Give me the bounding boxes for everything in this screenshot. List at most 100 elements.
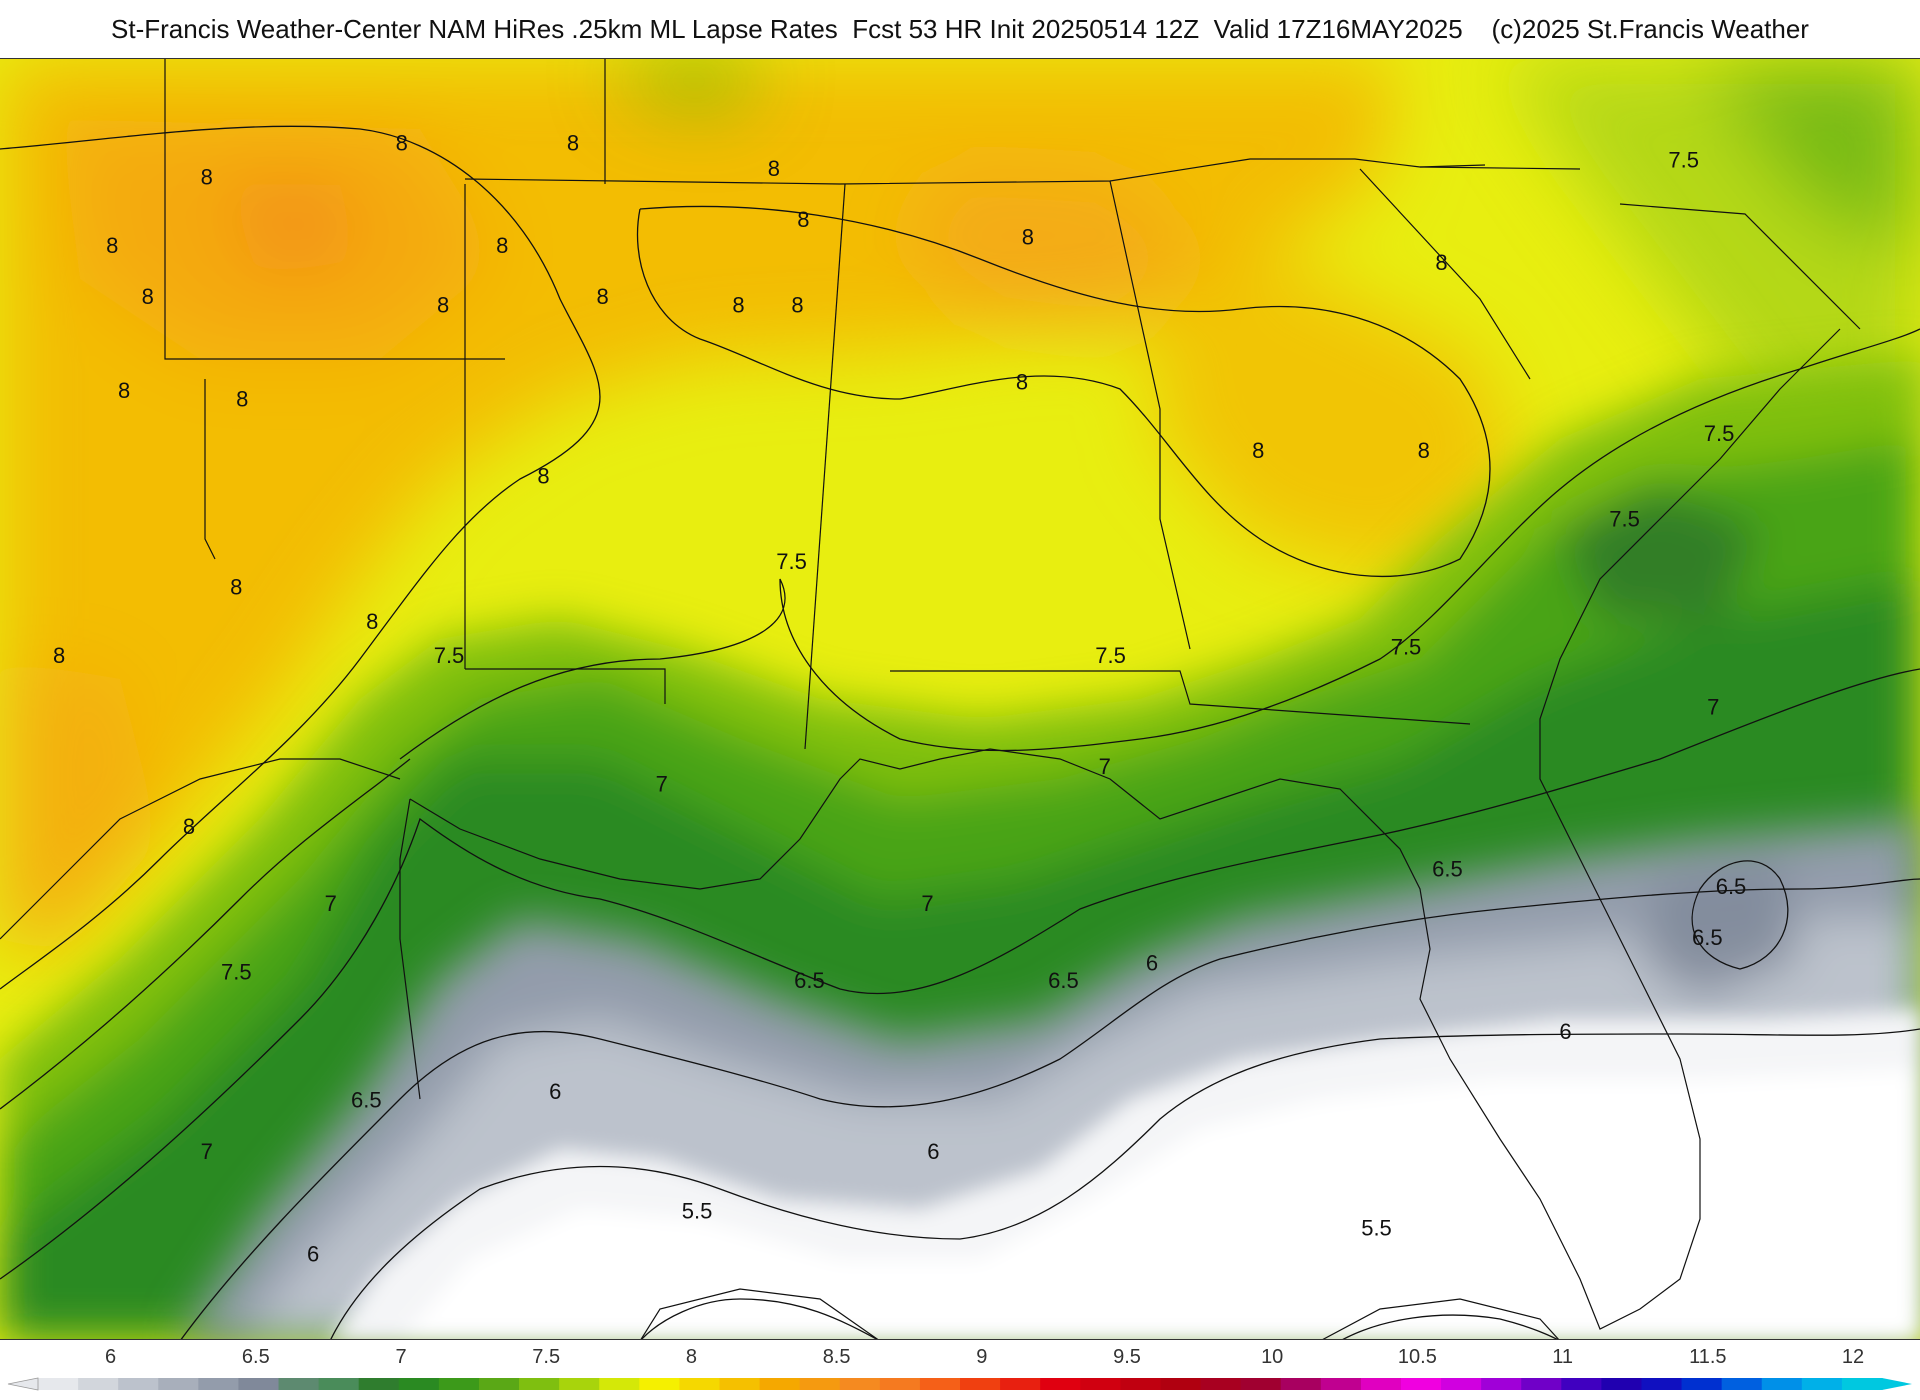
color-scale-swatch — [799, 1378, 841, 1390]
contour-label: 6 — [927, 1139, 939, 1164]
color-scale-swatch — [1801, 1378, 1843, 1390]
color-scale-tick-label: 8 — [685, 1346, 697, 1368]
contour-label: 7.5 — [434, 643, 465, 668]
color-scale-swatch — [38, 1378, 79, 1390]
color-scale-swatch — [1681, 1378, 1723, 1390]
lapse-rate-map[interactable]: 8 8 8 8 8 8 8 8 8 8 8 8 8 8 8 8 8 8 8 8 8 8 8 8 7.5 7.5 7.5 7.5 7.5 7… — [0, 58, 1920, 1340]
color-scale-swatch — [1521, 1378, 1562, 1390]
color-scale-swatch — [919, 1378, 961, 1390]
contour-label: 8 — [537, 464, 549, 489]
color-scale-min-arrow — [7, 1377, 39, 1391]
color-scale-tick-label: 9.5 — [1113, 1346, 1141, 1368]
contour-label: 8 — [396, 130, 408, 155]
color-scale-swatch — [198, 1378, 240, 1390]
contour-label: 8 — [118, 378, 130, 403]
color-scale-swatch — [1400, 1378, 1442, 1390]
color-scale-tick-label: 10.5 — [1397, 1346, 1437, 1368]
contour-label: 8 — [1016, 370, 1028, 395]
contour-label: 7.5 — [1391, 635, 1422, 660]
contour-label: 6.5 — [1048, 968, 1079, 993]
color-scale-swatch — [519, 1378, 560, 1390]
color-scale-tick-label: 6 — [105, 1346, 117, 1368]
color-scale-swatch — [1080, 1378, 1121, 1390]
color-scale-swatch — [318, 1378, 360, 1390]
contour-label: 6 — [1559, 1019, 1571, 1044]
color-scale-swatch — [1641, 1378, 1683, 1390]
contour-label: 6 — [307, 1241, 319, 1266]
color-scale-swatch — [639, 1378, 680, 1390]
color-scale-swatch — [1481, 1378, 1522, 1390]
color-scale-swatch — [278, 1378, 320, 1390]
color-scale-swatch — [358, 1378, 400, 1390]
lapse-rate-contours — [0, 125, 1920, 1339]
color-scale-swatch — [879, 1378, 921, 1390]
color-scale-tick-label: 6.5 — [241, 1346, 270, 1368]
color-scale-swatch — [1000, 1378, 1041, 1390]
color-scale-swatch — [1040, 1378, 1081, 1390]
color-scale-tick-label: 7 — [395, 1346, 407, 1368]
color-scale-swatch — [839, 1378, 881, 1390]
color-scale-tick-label: 9 — [976, 1346, 988, 1368]
contour-label: 7.5 — [1609, 506, 1640, 531]
contour-label: 8 — [732, 293, 744, 318]
color-scale: 6 6.5 7 7.5 8 8.5 9 9.5 10 10.5 11 11.5 12 — [0, 1340, 1920, 1400]
color-scale-tick-label: 12 — [1841, 1346, 1865, 1368]
color-scale-swatch — [1120, 1378, 1162, 1390]
contour-label: 8 — [437, 293, 449, 318]
color-scale-swatch — [1320, 1378, 1362, 1390]
color-scale-swatch — [1841, 1378, 1883, 1390]
map-canvas: 8 8 8 8 8 8 8 8 8 8 8 8 8 8 8 8 8 8 8 8 8 8 8 8 7.5 7.5 7.5 7.5 7.5 7… — [0, 59, 1920, 1339]
contour-label: 7.5 — [221, 959, 252, 984]
contour-label: 8 — [230, 575, 242, 600]
contour-line-5.5 — [1342, 1314, 1558, 1339]
color-scale-swatch — [1761, 1378, 1803, 1390]
color-scale-tick-label: 10 — [1261, 1346, 1284, 1368]
contour-line-6.5 — [1691, 860, 1789, 970]
color-scale-swatch — [1721, 1378, 1763, 1390]
color-scale-swatch — [1200, 1378, 1242, 1390]
contour-label: 8 — [201, 165, 213, 190]
contour-line-8 — [0, 125, 601, 990]
color-scale-swatch — [1240, 1378, 1282, 1390]
color-scale-swatch — [438, 1378, 480, 1390]
map-title: St-Francis Weather-Center NAM HiRes .25k… — [111, 13, 1809, 44]
contour-label: 8 — [768, 156, 780, 181]
color-scale-swatch — [1441, 1378, 1482, 1390]
contour-line-6.5 — [180, 878, 1920, 1339]
contour-line-6 — [330, 1028, 1920, 1339]
color-scale-swatch — [398, 1378, 440, 1390]
contour-label: 8 — [1435, 250, 1447, 275]
color-scale-swatch — [118, 1378, 159, 1390]
contour-label: 5.5 — [1361, 1216, 1392, 1241]
contour-labels: 8 8 8 8 8 8 8 8 8 8 8 8 8 8 8 8 8 8 8 8 8 8 8 8 7.5 7.5 7.5 7.5 7.5 7… — [53, 130, 1746, 1266]
contour-label: 8 — [1022, 224, 1034, 249]
contour-label: 8 — [791, 293, 803, 318]
color-scale-swatch — [679, 1378, 721, 1390]
color-scale-swatch — [960, 1378, 1001, 1390]
contour-label: 6.5 — [1432, 857, 1463, 882]
contour-label: 6.5 — [1692, 925, 1723, 950]
color-scale-swatch — [719, 1378, 761, 1390]
contour-label: 7.5 — [776, 549, 807, 574]
contour-label: 8 — [596, 284, 608, 309]
color-scale-tick-label: 11 — [1552, 1346, 1573, 1368]
contour-label: 8 — [567, 130, 579, 155]
contour-line-8 — [636, 205, 1491, 578]
color-scale-swatch — [1601, 1378, 1643, 1390]
contour-label: 7 — [325, 891, 337, 916]
color-scale-swatch — [238, 1378, 280, 1390]
contour-line-7.5 — [0, 758, 411, 1110]
contour-label: 7 — [201, 1139, 213, 1164]
contour-label: 8 — [236, 387, 248, 412]
contour-label: 8 — [142, 284, 154, 309]
contour-label: 7 — [1099, 754, 1111, 779]
contour-label: 7.5 — [1095, 643, 1126, 668]
contour-label: 6 — [1146, 951, 1158, 976]
color-scale-tick-label: 11.5 — [1689, 1346, 1727, 1368]
contour-label: 6.5 — [351, 1088, 382, 1113]
contour-label: 7 — [921, 891, 933, 916]
contour-line-7 — [0, 668, 1920, 1280]
color-scale-tick-label: 8.5 — [822, 1346, 851, 1368]
contour-label: 8 — [1418, 438, 1430, 463]
contour-label: 6.5 — [1716, 874, 1747, 899]
